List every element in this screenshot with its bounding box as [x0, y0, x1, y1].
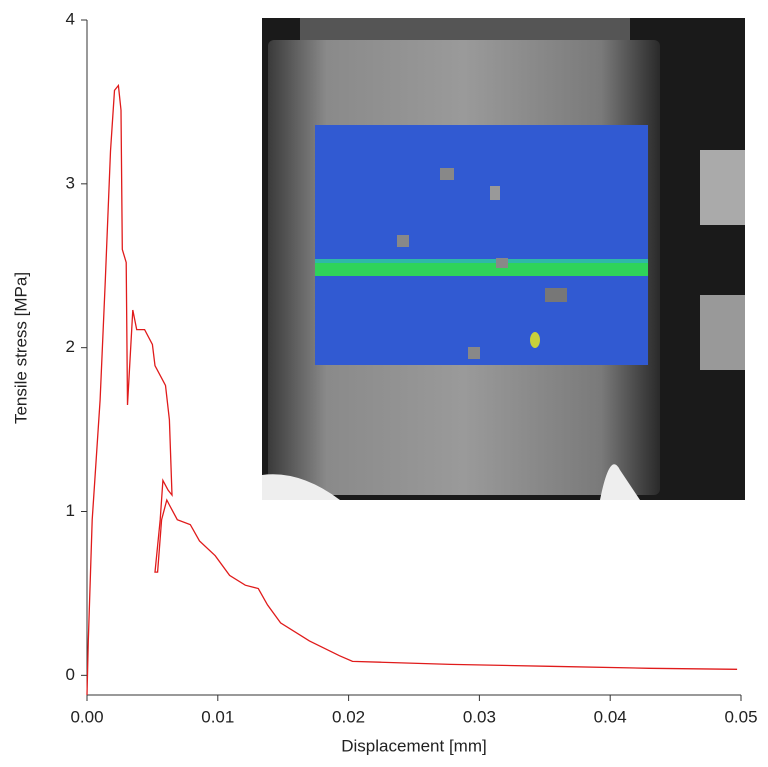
- x-tick-label: 0.05: [724, 707, 757, 726]
- y-tick-label: 4: [66, 9, 75, 28]
- y-tick-label: 0: [66, 665, 75, 684]
- x-tick-label: 0.04: [594, 707, 627, 726]
- x-tick-label: 0.03: [463, 707, 496, 726]
- x-tick-label: 0.00: [70, 707, 103, 726]
- x-tick-label: 0.01: [201, 707, 234, 726]
- data-line: [86, 83, 738, 696]
- inset-photo: [262, 18, 745, 500]
- y-tick-label: 1: [66, 501, 75, 520]
- y-axis-label: Tensile stress [MPa]: [11, 272, 30, 424]
- y-tick-label: 2: [66, 337, 75, 356]
- x-axis-label: Displacement [mm]: [341, 736, 486, 755]
- y-tick-label: 3: [66, 173, 75, 192]
- x-tick-label: 0.02: [332, 707, 365, 726]
